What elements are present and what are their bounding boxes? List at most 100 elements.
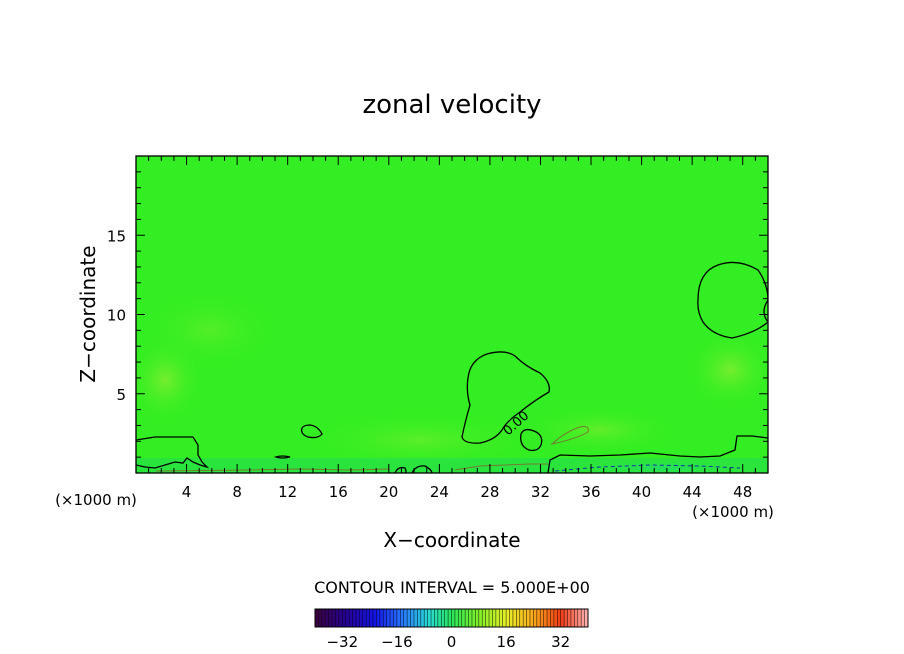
colorbar-cell bbox=[512, 609, 517, 627]
colorbar-cell bbox=[420, 609, 425, 627]
x-tick-label: 48 bbox=[733, 483, 752, 501]
x-tick-label: 28 bbox=[480, 483, 499, 501]
contour-small-loop-a bbox=[520, 428, 543, 452]
colorbar-cell bbox=[345, 609, 350, 627]
colorbar-cell bbox=[379, 609, 384, 627]
field-shading-upper-left bbox=[140, 290, 280, 370]
colorbar-cell bbox=[543, 609, 548, 627]
colorbar-cell bbox=[523, 609, 527, 627]
colorbar-cell bbox=[461, 609, 466, 627]
colorbar-cell bbox=[369, 609, 374, 627]
colorbar-cell bbox=[485, 609, 490, 627]
y-axis-label: Z−coordinate bbox=[76, 245, 100, 382]
colorbar-cell bbox=[355, 609, 360, 627]
y-tick-label: 15 bbox=[107, 227, 126, 245]
colorbar-ticks: −32 −16 0 16 32 bbox=[326, 633, 570, 651]
colorbar-cell bbox=[516, 609, 521, 627]
colorbar-cell bbox=[431, 609, 435, 627]
colorbar-cell bbox=[328, 609, 333, 627]
colorbar-cell bbox=[373, 609, 377, 627]
x-tick-label: 32 bbox=[531, 483, 550, 501]
x-tick-label: 8 bbox=[232, 483, 242, 501]
colorbar-cell bbox=[526, 609, 531, 627]
contour-interval-caption: CONTOUR INTERVAL = 5.000E+00 bbox=[314, 578, 590, 597]
colorbar-cell bbox=[386, 609, 391, 627]
colorbar-cell bbox=[325, 609, 329, 627]
colorbar-cell bbox=[564, 609, 568, 627]
colorbar-cell bbox=[352, 609, 357, 627]
colorbar-cell bbox=[495, 609, 500, 627]
colorbar bbox=[314, 608, 589, 628]
colorbar-cell bbox=[502, 609, 507, 627]
colorbar-cell bbox=[482, 609, 486, 627]
colorbar-frame bbox=[314, 608, 589, 628]
zero-contours bbox=[136, 261, 768, 473]
colorbar-cell bbox=[444, 609, 449, 627]
colorbar-cell bbox=[550, 609, 555, 627]
contour-bottom-pieces bbox=[394, 465, 433, 473]
x-tick-label: 40 bbox=[632, 483, 651, 501]
colorbar-cell bbox=[506, 609, 510, 627]
x-axis-label: X−coordinate bbox=[383, 528, 520, 552]
field-shading-bottom-right bbox=[520, 405, 680, 455]
colorbar-cell bbox=[570, 609, 575, 627]
colorbar-cell bbox=[553, 609, 558, 627]
x-tick-label: 20 bbox=[379, 483, 398, 501]
colorbar-cell bbox=[533, 609, 538, 627]
y-tick-label: 5 bbox=[116, 386, 126, 404]
field-shading-right bbox=[685, 330, 768, 410]
colorbar-cell bbox=[519, 609, 524, 627]
colorbar-cell bbox=[441, 609, 445, 627]
field-shading-center bbox=[300, 410, 540, 470]
colorbar-cell bbox=[492, 609, 497, 627]
contour-central-blob bbox=[461, 351, 550, 444]
x-tick-label: 16 bbox=[329, 483, 348, 501]
x-tick-label: 24 bbox=[430, 483, 449, 501]
colorbar-cell bbox=[577, 609, 582, 627]
colorbar-cell bbox=[509, 609, 514, 627]
colorbar-cell bbox=[584, 609, 589, 627]
colorbar-tick-label: 0 bbox=[447, 633, 457, 651]
colorbar-cell bbox=[465, 609, 469, 627]
x-tick-label: 36 bbox=[581, 483, 600, 501]
colorbar-cell bbox=[540, 609, 544, 627]
colorbar-cell bbox=[390, 609, 394, 627]
colorbar-cell bbox=[560, 609, 565, 627]
colorbar-tick-label: 16 bbox=[497, 633, 516, 651]
contour-warm-sliver bbox=[550, 426, 589, 445]
x-axis: 4 8 12 16 20 24 28 32 36 40 44 48 bbox=[148, 156, 756, 501]
colorbar-cell bbox=[396, 609, 401, 627]
colorbar-cell bbox=[410, 609, 415, 627]
colorbar-cell bbox=[315, 609, 319, 627]
colorbar-cell bbox=[413, 609, 418, 627]
colorbar-cell bbox=[475, 609, 480, 627]
colorbar-cell bbox=[448, 609, 452, 627]
colorbar-cell bbox=[499, 609, 503, 627]
colorbar-cell bbox=[529, 609, 534, 627]
colorbar-cell bbox=[321, 609, 326, 627]
colorbar-cell bbox=[427, 609, 432, 627]
colorbar-cell bbox=[458, 609, 463, 627]
colorbar-cell bbox=[383, 609, 387, 627]
colorbar-cell bbox=[335, 609, 340, 627]
contour-bottom-right-dashed bbox=[554, 464, 741, 472]
x-tick-label: 44 bbox=[683, 483, 702, 501]
colorbar-cell bbox=[400, 609, 405, 627]
colorbar-cell bbox=[407, 609, 411, 627]
colorbar-cell bbox=[318, 609, 323, 627]
colorbar-cell bbox=[362, 609, 367, 627]
colorbar-cell bbox=[376, 609, 381, 627]
colorbar-cell bbox=[424, 609, 428, 627]
colorbar-cell bbox=[342, 609, 347, 627]
colorbar-tick-label: −32 bbox=[326, 633, 358, 651]
plot-area: 0.00 bbox=[136, 156, 768, 473]
colorbar-cell bbox=[536, 609, 541, 627]
x-unit-right: (×1000 m) bbox=[692, 503, 774, 521]
chart-title: zonal velocity bbox=[362, 90, 541, 120]
colorbar-cell bbox=[417, 609, 422, 627]
colorbar-cell bbox=[581, 609, 585, 627]
x-tick-label: 4 bbox=[182, 483, 192, 501]
colorbar-cell bbox=[547, 609, 551, 627]
colorbar-tick-label: −16 bbox=[381, 633, 413, 651]
